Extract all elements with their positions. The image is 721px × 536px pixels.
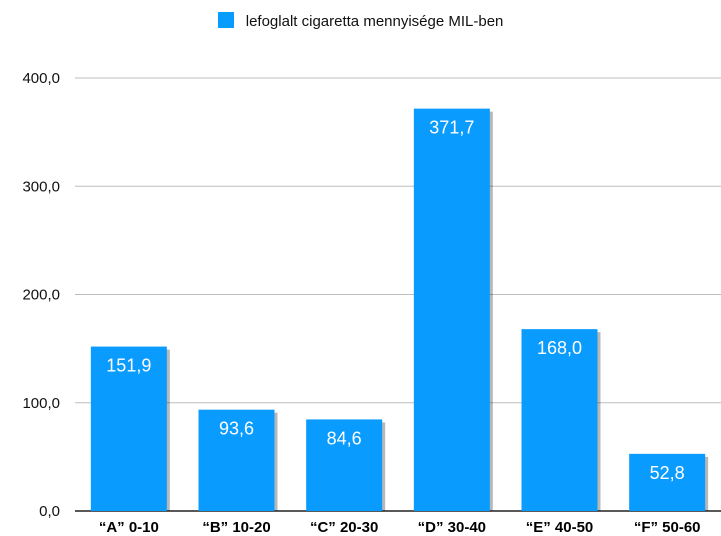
bar	[629, 453, 706, 511]
y-tick-label: 300,0	[22, 178, 60, 195]
bar	[413, 108, 490, 511]
legend-label: lefoglalt cigaretta mennyisége MIL-ben	[245, 13, 504, 30]
x-tick-label: “D” 30-40	[418, 519, 486, 536]
bar	[306, 419, 383, 511]
bar	[90, 346, 167, 511]
x-tick-label: “E” 40-50	[526, 519, 594, 536]
x-tick-label: “F” 50-60	[634, 519, 701, 536]
x-tick-label: “A” 0-10	[99, 519, 159, 536]
data-label: 52,8	[650, 463, 685, 483]
data-label: 93,6	[219, 419, 254, 439]
data-label: 151,9	[106, 356, 151, 376]
x-tick-label: “B” 10-20	[202, 519, 270, 536]
legend-swatch	[217, 12, 234, 28]
legend: lefoglalt cigaretta mennyisége MIL-ben	[0, 12, 721, 30]
y-tick-label: 0,0	[39, 503, 60, 520]
y-tick-label: 100,0	[22, 395, 60, 412]
bar	[521, 329, 598, 511]
data-label: 168,0	[537, 338, 582, 358]
data-label: 84,6	[327, 428, 362, 448]
x-tick-label: “C” 20-30	[310, 519, 378, 536]
bar	[198, 409, 275, 511]
y-tick-label: 200,0	[22, 287, 60, 304]
data-label: 371,7	[429, 118, 474, 138]
y-tick-label: 400,0	[22, 70, 60, 87]
